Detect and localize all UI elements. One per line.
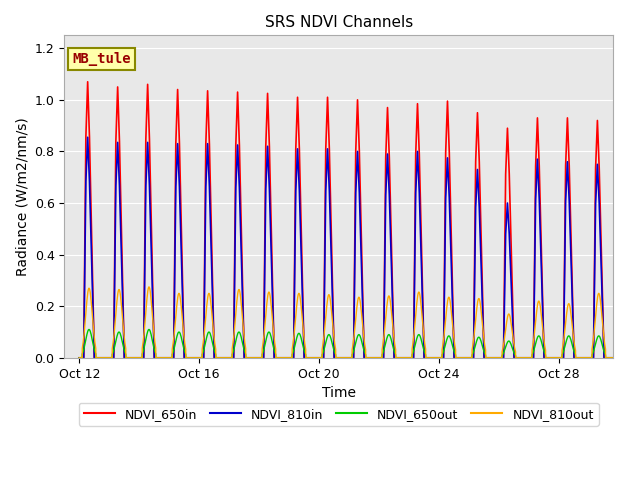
Text: MB_tule: MB_tule (72, 52, 131, 66)
Legend: NDVI_650in, NDVI_810in, NDVI_650out, NDVI_810out: NDVI_650in, NDVI_810in, NDVI_650out, NDV… (79, 403, 598, 426)
Y-axis label: Radiance (W/m2/nm/s): Radiance (W/m2/nm/s) (15, 117, 29, 276)
X-axis label: Time: Time (322, 386, 356, 400)
Title: SRS NDVI Channels: SRS NDVI Channels (264, 15, 413, 30)
